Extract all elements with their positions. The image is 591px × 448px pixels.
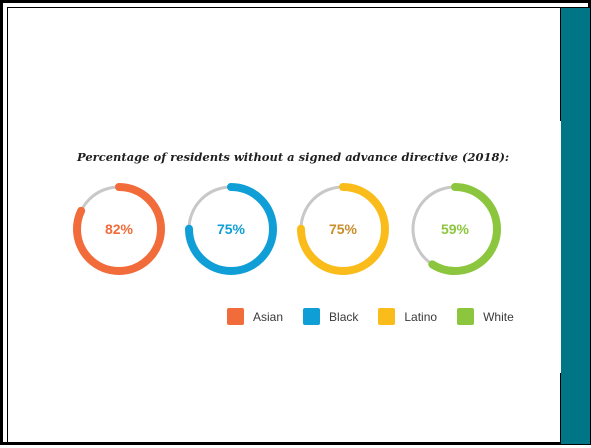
donut-arc-black (185, 183, 277, 275)
donut-arc-latino (297, 183, 389, 275)
donut-asian: 82% (73, 183, 165, 275)
legend-label-latino: Latino (404, 309, 438, 324)
donut-charts: 82% 75% 75% 59% (73, 183, 501, 275)
legend-label-black: Black (329, 309, 359, 324)
chart-title: Percentage of residents without a signed… (77, 150, 510, 164)
donut-value-label-latino: 75% (329, 221, 358, 237)
legend-item-latino: Latino (378, 308, 437, 325)
donut-arc-white (409, 183, 501, 275)
legend-swatch-white (457, 308, 475, 325)
legend-swatch-black (303, 308, 321, 325)
legend-item-white: White (457, 308, 514, 325)
donut-value-label-black: 75% (217, 221, 246, 237)
legend-item-black: Black (303, 308, 358, 325)
donut-latino: 75% (297, 183, 389, 275)
donut-value-label-white: 59% (441, 221, 470, 237)
donut-white: 59% (409, 183, 501, 275)
legend-label-white: White (483, 309, 514, 324)
legend-item-asian: Asian (227, 308, 283, 325)
legend-swatch-asian (227, 308, 244, 325)
legend-label-asian: Asian (253, 309, 284, 324)
legend-swatch-latino (378, 308, 396, 325)
donut-black: 75% (185, 183, 277, 275)
chart-legend: Asian Black Latino White (227, 308, 534, 325)
donut-value-label-asian: 82% (105, 221, 134, 237)
accent-bar (561, 8, 590, 444)
donut-arc-asian (73, 183, 165, 275)
